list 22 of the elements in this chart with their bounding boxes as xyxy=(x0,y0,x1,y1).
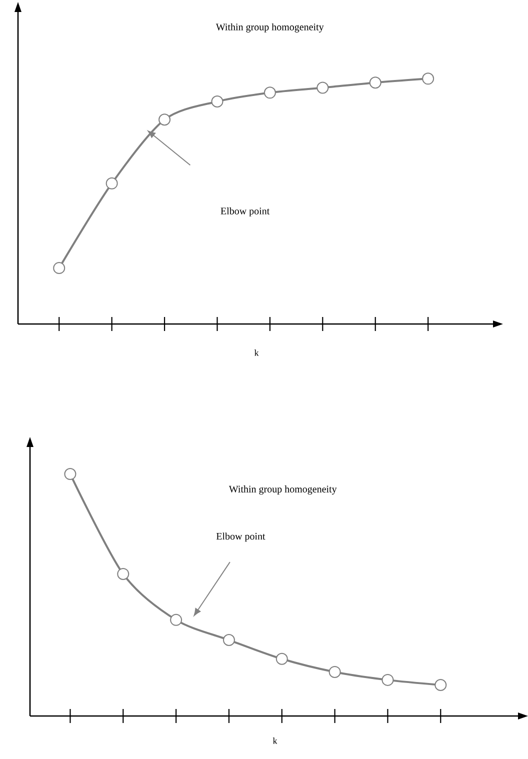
point xyxy=(64,468,76,480)
x-axis-title: k xyxy=(272,738,278,744)
point xyxy=(316,82,329,94)
annotation: Elbow point xyxy=(220,207,270,216)
annotation: Elbow point xyxy=(216,532,266,542)
point xyxy=(276,652,288,665)
point xyxy=(117,568,130,580)
chart-title: Within group homogeneity xyxy=(216,23,324,32)
point xyxy=(53,262,66,274)
point xyxy=(222,634,235,646)
point xyxy=(422,72,434,85)
point xyxy=(211,95,224,108)
point xyxy=(264,86,276,99)
point xyxy=(369,76,382,89)
point xyxy=(434,679,447,692)
point xyxy=(328,666,341,678)
text: Within group homogeneity xyxy=(228,485,337,495)
x-axis-title: k xyxy=(254,350,259,356)
point xyxy=(106,177,118,190)
point xyxy=(158,114,171,126)
point xyxy=(170,614,182,626)
point xyxy=(382,674,394,686)
